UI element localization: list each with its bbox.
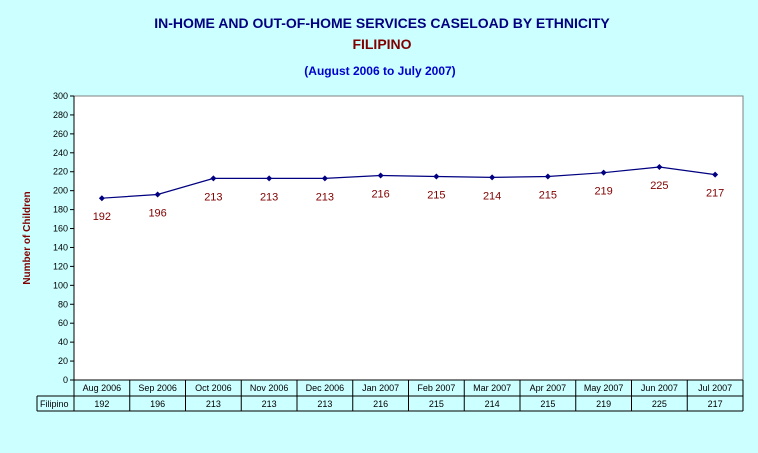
plot-area	[73, 95, 744, 381]
data-point	[712, 171, 719, 178]
y-tick-label: 260	[53, 129, 68, 139]
y-tick-label: 200	[53, 186, 68, 196]
table-cell: 225	[652, 399, 667, 409]
data-labels: 192 196 213 213 213 216 215 214 215 219 225 217	[93, 180, 725, 223]
y-tick-label: 280	[53, 110, 68, 120]
data-point	[98, 195, 105, 202]
data-label: 196	[148, 207, 166, 219]
x-tick-label: Jul 2007	[698, 383, 732, 393]
x-tick-label: Jan 2007	[362, 383, 399, 393]
y-tick-label: 100	[53, 280, 68, 290]
x-tick-label: Oct 2006	[195, 383, 232, 393]
data-label: 214	[483, 190, 501, 202]
table-cell: 192	[94, 399, 109, 409]
y-tick-label: 140	[53, 242, 68, 252]
data-label: 219	[594, 186, 612, 198]
y-axis: 0 20 40 60 80 100 120 140 160 180 200 220 240 260 280 3…	[53, 91, 75, 385]
data-point	[656, 164, 663, 170]
table-cell: 196	[150, 399, 165, 409]
table-row-label: Filipino	[40, 399, 69, 409]
x-tick-label: Dec 2006	[306, 383, 345, 393]
data-point	[600, 169, 607, 176]
data-point	[321, 175, 328, 182]
table-cell: 219	[596, 399, 611, 409]
y-tick-label: 120	[53, 261, 68, 271]
table-cell: 217	[708, 399, 723, 409]
data-label: 225	[650, 180, 668, 192]
data-label: 216	[371, 189, 389, 201]
data-label: 192	[93, 211, 111, 223]
chart-title: IN-HOME AND OUT-OF-HOME SERVICES CASELOA…	[154, 15, 610, 31]
y-tick-label: 300	[53, 91, 68, 101]
data-label: 215	[539, 189, 557, 201]
series-line	[101, 166, 716, 199]
table-cell: 215	[429, 399, 444, 409]
chart-subtitle: FILIPINO	[352, 36, 411, 52]
y-tick-label: 160	[53, 224, 68, 234]
table-cell: 213	[206, 399, 221, 409]
data-table: Filipino Aug 2006 192 Sep 2006 196 Oct 2006 21…	[36, 379, 744, 412]
x-tick-label: Sep 2006	[138, 383, 177, 393]
data-label: 217	[706, 188, 724, 200]
x-tick-label: Nov 2006	[250, 383, 289, 393]
series-filipino	[98, 164, 719, 202]
y-axis-label: Number of Children	[22, 191, 33, 284]
y-tick-label: 40	[58, 337, 68, 347]
y-tick-label: 240	[53, 148, 68, 158]
table-cell: 214	[485, 399, 500, 409]
table-cell: 213	[317, 399, 332, 409]
data-point	[377, 172, 384, 179]
data-label: 213	[316, 191, 334, 203]
y-tick-label: 220	[53, 167, 68, 177]
data-point	[154, 191, 161, 198]
x-tick-label: Apr 2007	[530, 383, 567, 393]
data-point	[210, 175, 217, 182]
table-cell: 213	[262, 399, 277, 409]
data-point	[544, 173, 551, 180]
data-point	[433, 173, 440, 180]
y-tick-label: 20	[58, 356, 68, 366]
data-point	[489, 174, 496, 181]
data-label: 213	[260, 191, 278, 203]
chart-date-range: (August 2006 to July 2007)	[304, 64, 455, 78]
y-tick-label: 60	[58, 318, 68, 328]
data-label: 215	[427, 189, 445, 201]
x-tick-label: May 2007	[584, 383, 624, 393]
y-tick-label: 80	[58, 299, 68, 309]
y-tick-label: 180	[53, 205, 68, 215]
x-tick-label: Aug 2006	[83, 383, 122, 393]
x-tick-label: Jun 2007	[641, 383, 678, 393]
table-cell: 215	[540, 399, 555, 409]
x-tick-label: Feb 2007	[417, 383, 455, 393]
data-point	[266, 175, 273, 182]
x-tick-label: Mar 2007	[473, 383, 511, 393]
y-tick-label: 0	[63, 375, 68, 385]
data-label: 213	[204, 191, 222, 203]
table-cell: 216	[373, 399, 388, 409]
